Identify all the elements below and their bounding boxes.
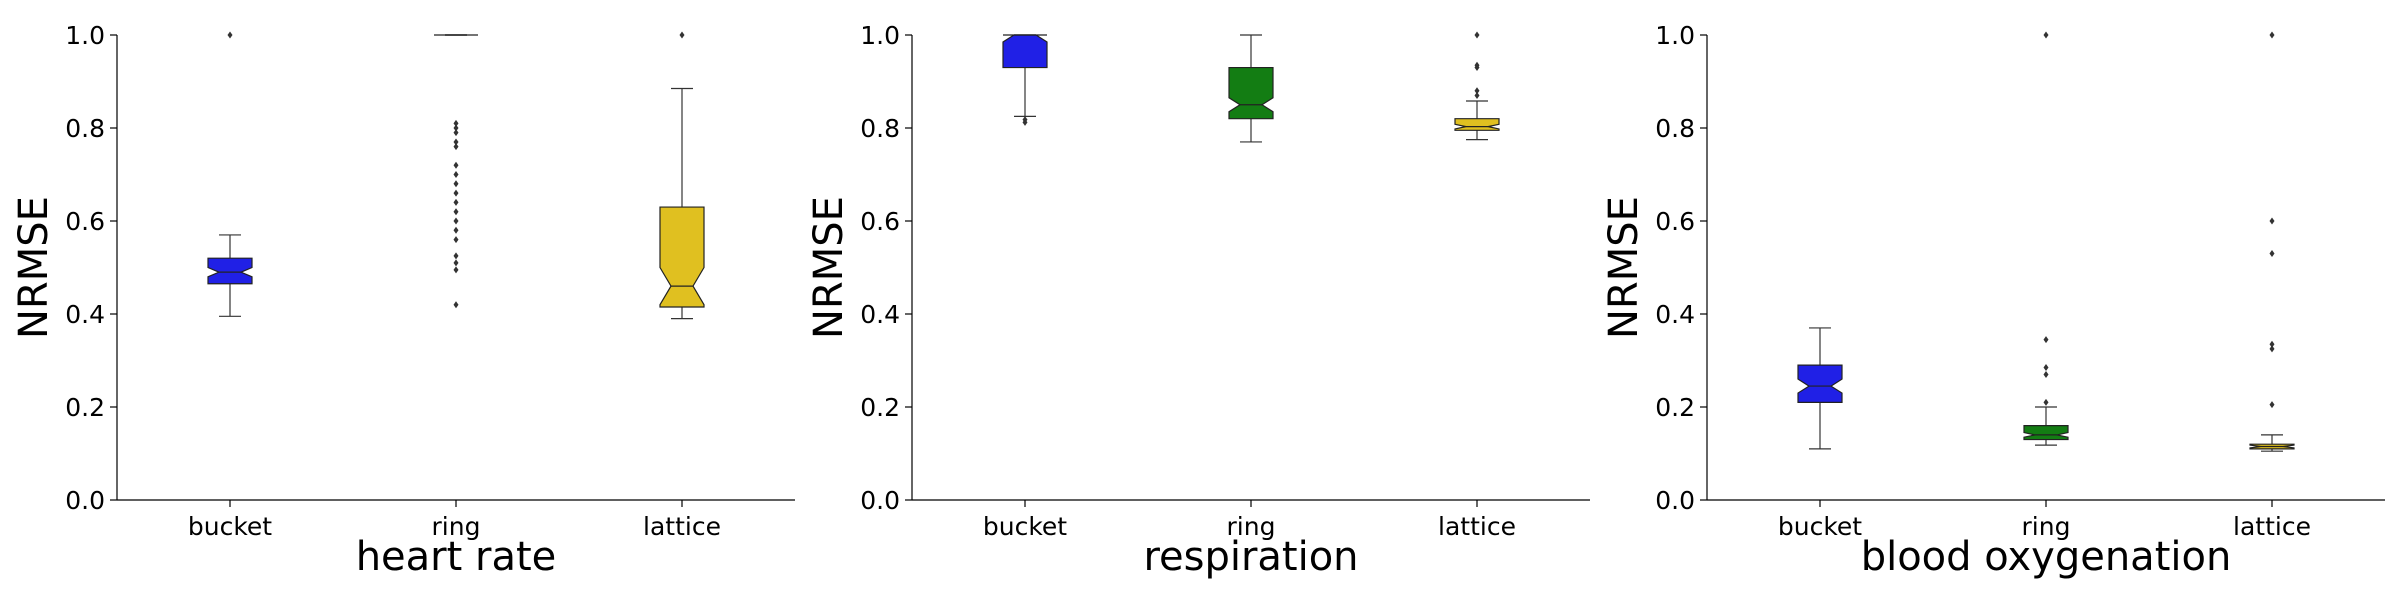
outlier-point	[2043, 363, 2049, 371]
outlier-point	[453, 138, 459, 146]
outlier-point	[2269, 345, 2275, 353]
chart-panel-2: 0.0 0.2 0.4 0.6 0.8 1.0 NRMSE respiration bucket…	[806, 21, 1590, 580]
x-axis-label: respiration	[1143, 534, 1358, 580]
x-tick-label: bucket	[983, 512, 1067, 541]
outlier-point	[453, 217, 459, 225]
y-tick-label: 0.6	[1655, 207, 1695, 236]
y-tick-label: 0.8	[65, 114, 105, 143]
x-tick-label: bucket	[188, 512, 272, 541]
outlier-point	[1474, 87, 1480, 95]
outlier-point	[2043, 370, 2049, 378]
y-tick-label: 0.0	[1655, 486, 1695, 515]
y-tick-label: 0.0	[65, 486, 105, 515]
outlier-point	[453, 259, 459, 267]
x-tick-label: lattice	[1438, 512, 1516, 541]
outlier-point	[453, 189, 459, 197]
outlier-point	[453, 266, 459, 274]
outlier-point	[453, 180, 459, 188]
outlier-point	[453, 124, 459, 132]
x-tick-label: lattice	[643, 512, 721, 541]
outlier-point	[453, 226, 459, 234]
outlier-point	[453, 119, 459, 127]
outlier-point	[227, 31, 233, 39]
y-tick-label: 1.0	[65, 21, 105, 50]
outlier-point	[2269, 340, 2275, 348]
box-body	[1797, 364, 1843, 403]
x-tick-label: ring	[1227, 512, 1276, 541]
y-tick-label: 0.6	[860, 207, 900, 236]
outlier-point	[2043, 398, 2049, 406]
outlier-point	[453, 198, 459, 206]
outlier-point	[453, 236, 459, 244]
chart-panel-1: 0.0 0.2 0.4 0.6 0.8 1.0 NRMSE heart rate bucket r…	[11, 21, 795, 580]
box-body	[1002, 34, 1048, 69]
x-axis-label: blood oxygenation	[1861, 534, 2232, 580]
outlier-point	[1474, 31, 1480, 39]
chart-panel-3: 0.0 0.2 0.4 0.6 0.8 1.0 NRMSE blood oxygenation…	[1601, 21, 2385, 580]
y-tick-label: 0.2	[860, 393, 900, 422]
outlier-point	[453, 171, 459, 178]
x-tick-label: ring	[432, 512, 481, 541]
y-tick-label: 0.4	[65, 300, 105, 329]
x-tick-label: bucket	[1778, 512, 1862, 541]
x-tick-label: ring	[2022, 512, 2071, 541]
y-tick-label: 1.0	[1655, 21, 1695, 50]
y-tick-label: 0.2	[65, 393, 105, 422]
box-lattice	[659, 31, 705, 320]
x-tick-label: lattice	[2233, 512, 2311, 541]
y-tick-label: 0.2	[1655, 393, 1695, 422]
outlier-point	[453, 252, 459, 260]
outlier-point	[1474, 61, 1480, 69]
outlier-point	[453, 143, 459, 151]
y-axis-label: NRMSE	[1601, 196, 1647, 339]
box-body	[2023, 425, 2069, 441]
y-tick-label: 0.6	[65, 207, 105, 236]
box-lattice	[2249, 31, 2295, 452]
y-tick-label: 0.8	[1655, 114, 1695, 143]
box-body	[659, 206, 705, 308]
outlier-point	[453, 208, 459, 216]
box-bucket	[207, 31, 253, 317]
y-tick-label: 0.4	[1655, 300, 1695, 329]
outlier-point	[2269, 401, 2275, 409]
outlier-point	[1474, 91, 1480, 99]
box-lattice	[1454, 31, 1500, 141]
box-body	[1454, 118, 1500, 131]
outlier-point	[2043, 31, 2049, 39]
y-tick-label: 0.0	[860, 486, 900, 515]
box-ring	[2023, 31, 2069, 446]
y-tick-label: 1.0	[860, 21, 900, 50]
outlier-point	[453, 301, 459, 309]
box-bucket	[1797, 327, 1843, 450]
box-ring	[434, 34, 478, 309]
box-bucket	[1002, 34, 1048, 126]
outlier-point	[679, 31, 685, 39]
y-tick-label: 0.4	[860, 300, 900, 329]
outlier-point	[2269, 31, 2275, 39]
box-ring	[1228, 34, 1274, 143]
y-axis-label: NRMSE	[806, 196, 852, 339]
outlier-point	[2043, 336, 2049, 344]
box-body	[1228, 66, 1274, 120]
box-body	[207, 257, 253, 285]
y-axis-label: NRMSE	[11, 196, 57, 339]
outlier-point	[2269, 250, 2275, 258]
x-axis-label: heart rate	[356, 534, 557, 580]
y-tick-label: 0.8	[860, 114, 900, 143]
outlier-point	[2269, 217, 2275, 225]
outlier-point	[453, 129, 459, 137]
outlier-point	[1022, 116, 1028, 124]
outlier-point	[453, 161, 459, 169]
